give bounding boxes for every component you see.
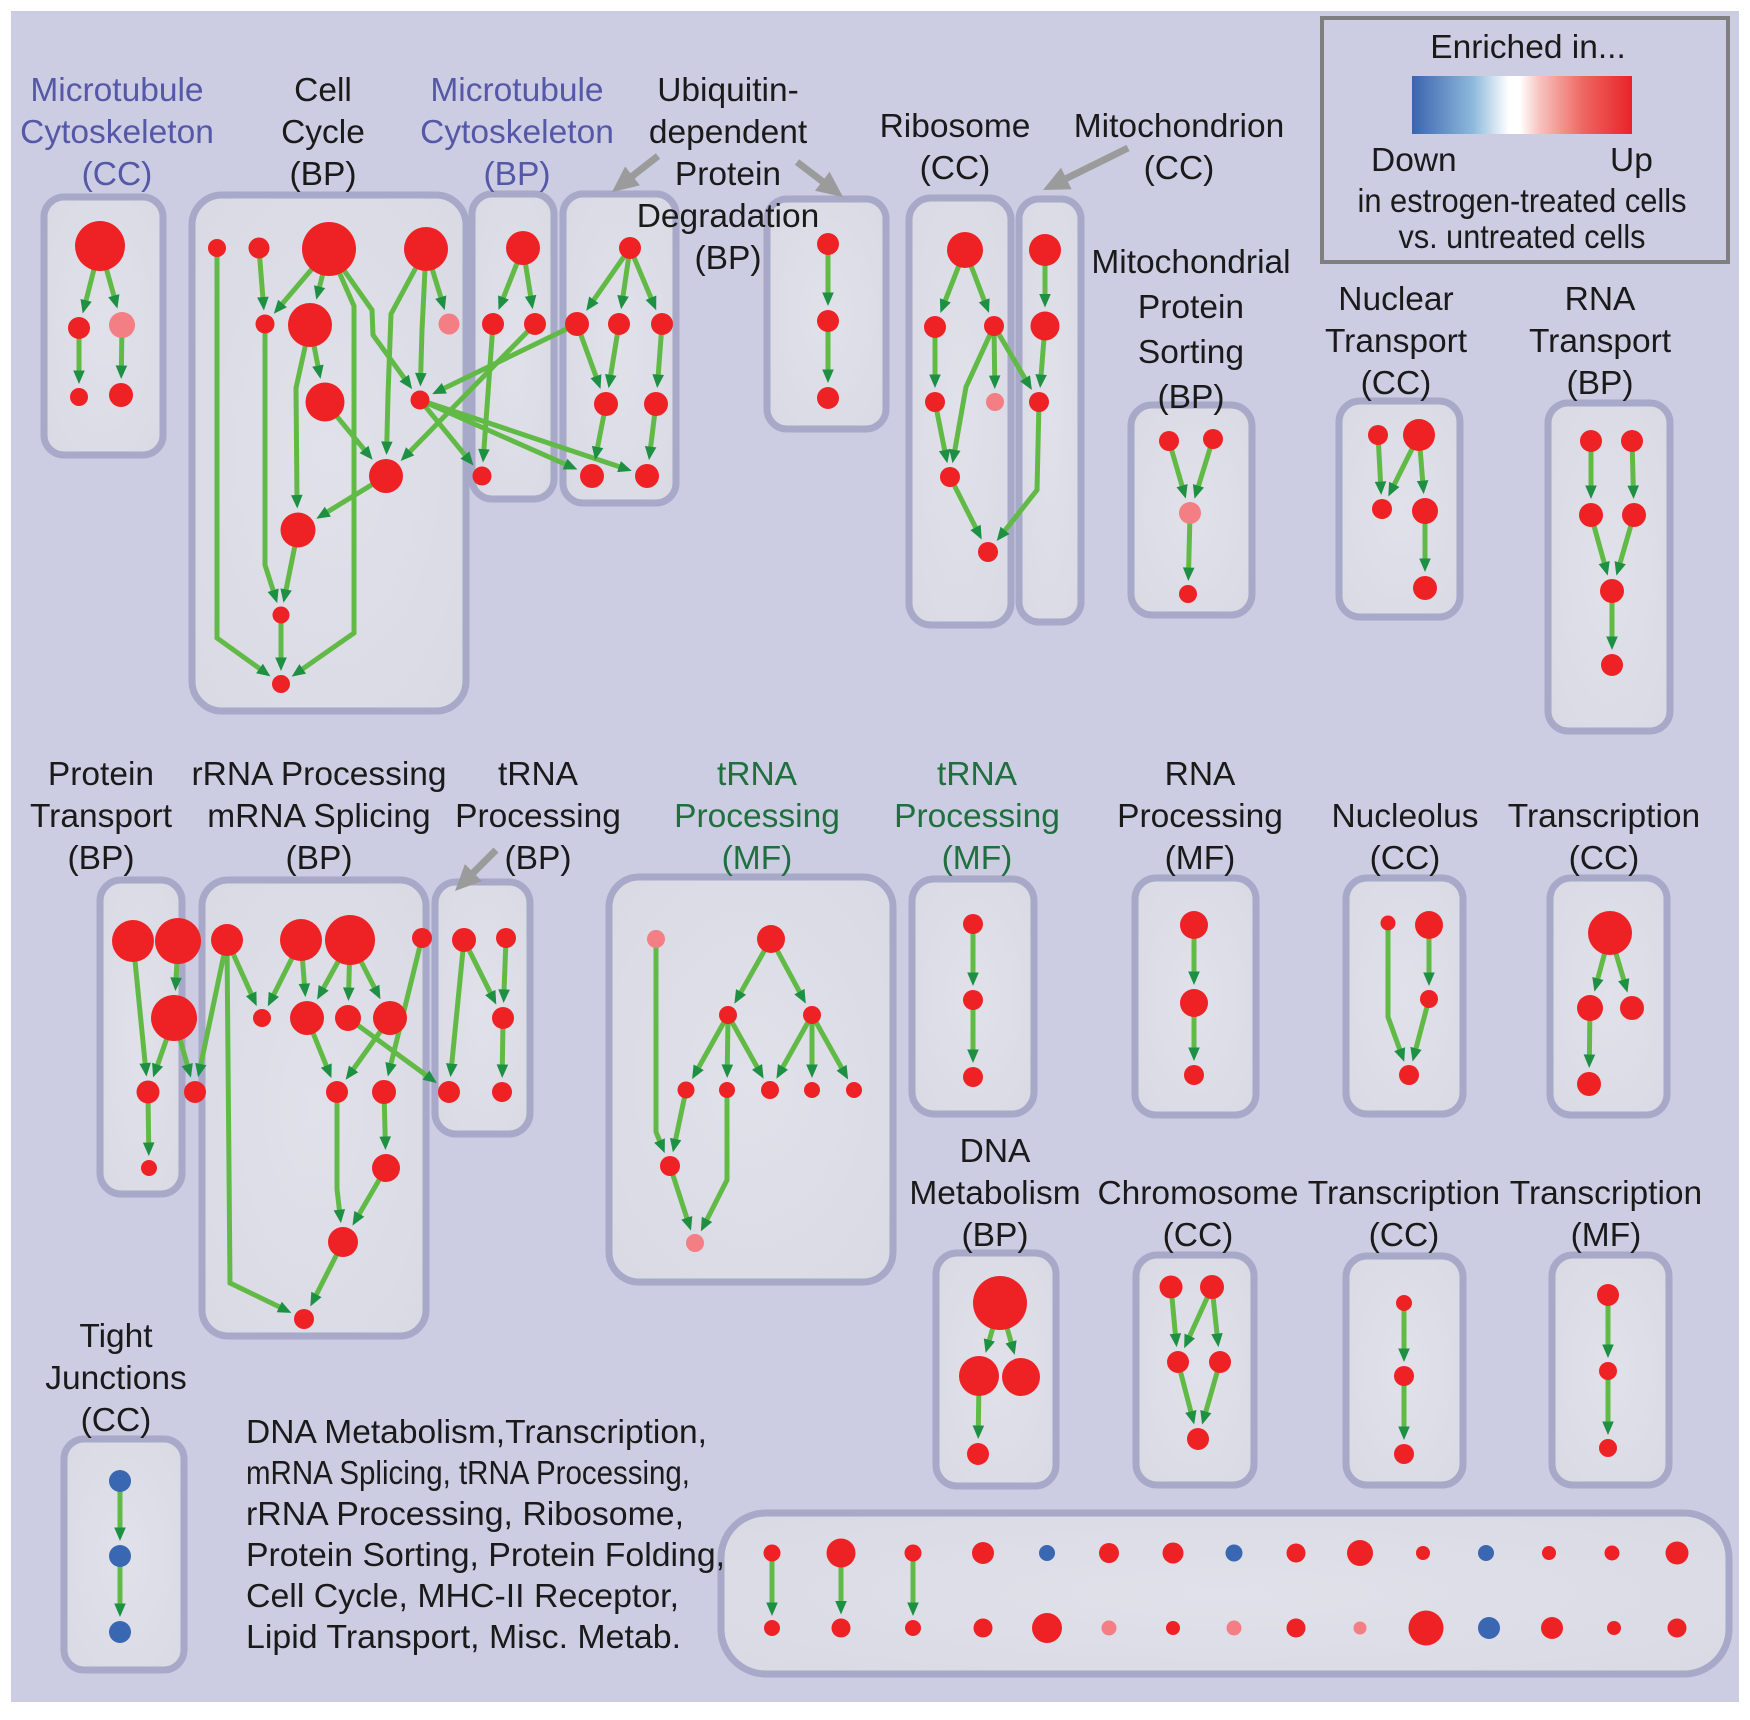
svg-text:tRNA: tRNA <box>498 756 579 793</box>
svg-text:RNA: RNA <box>1165 756 1236 793</box>
svg-text:Tight: Tight <box>79 1318 153 1355</box>
svg-text:Chromosome: Chromosome <box>1097 1175 1298 1212</box>
svg-text:Nucleolus: Nucleolus <box>1331 798 1478 835</box>
svg-text:Microtubule: Microtubule <box>30 72 203 109</box>
svg-text:mRNA Splicing: mRNA Splicing <box>207 798 430 835</box>
svg-text:(CC): (CC) <box>1361 365 1432 402</box>
svg-text:in estrogen-treated cells: in estrogen-treated cells <box>1358 183 1687 220</box>
svg-text:mRNA Splicing, tRNA Processing: mRNA Splicing, tRNA Processing, <box>246 1455 690 1492</box>
svg-text:Cytoskeleton: Cytoskeleton <box>20 114 214 151</box>
svg-text:DNA Metabolism,Transcription,: DNA Metabolism,Transcription, <box>246 1414 707 1451</box>
svg-text:Protein: Protein <box>48 756 154 793</box>
svg-text:(MF): (MF) <box>1165 840 1236 877</box>
svg-text:tRNA: tRNA <box>717 756 798 793</box>
svg-text:(BP): (BP) <box>695 240 762 277</box>
svg-text:Transport: Transport <box>1325 323 1468 360</box>
svg-text:Transcription: Transcription <box>1510 1175 1702 1212</box>
svg-text:(CC): (CC) <box>1369 1217 1440 1254</box>
svg-text:(MF): (MF) <box>942 840 1013 877</box>
svg-text:Ribosome: Ribosome <box>880 108 1031 145</box>
svg-text:Junctions: Junctions <box>45 1360 187 1397</box>
svg-text:(BP): (BP) <box>1567 365 1634 402</box>
svg-text:(CC): (CC) <box>82 156 153 193</box>
svg-text:(CC): (CC) <box>1370 840 1441 877</box>
svg-text:Processing: Processing <box>455 798 621 835</box>
svg-text:Down: Down <box>1371 142 1457 179</box>
svg-text:(CC): (CC) <box>920 150 991 187</box>
svg-text:tRNA: tRNA <box>937 756 1018 793</box>
svg-text:Nuclear: Nuclear <box>1338 281 1453 318</box>
svg-text:Enriched in...: Enriched in... <box>1430 29 1626 66</box>
svg-text:(CC): (CC) <box>1569 840 1640 877</box>
svg-text:Metabolism: Metabolism <box>909 1175 1080 1212</box>
svg-text:Transport: Transport <box>30 798 173 835</box>
svg-text:Cell: Cell <box>294 72 352 109</box>
svg-text:Processing: Processing <box>1117 798 1283 835</box>
svg-text:Microtubule: Microtubule <box>430 72 603 109</box>
svg-text:(BP): (BP) <box>505 840 572 877</box>
svg-text:Ubiquitin-: Ubiquitin- <box>657 72 799 109</box>
svg-text:Processing: Processing <box>894 798 1060 835</box>
svg-text:(BP): (BP) <box>962 1217 1029 1254</box>
svg-text:(CC): (CC) <box>1163 1217 1234 1254</box>
svg-text:(BP): (BP) <box>484 156 551 193</box>
svg-text:Degradation: Degradation <box>637 198 820 235</box>
svg-text:Transcription: Transcription <box>1508 798 1700 835</box>
svg-text:Lipid Transport, Misc. Metab.: Lipid Transport, Misc. Metab. <box>246 1619 681 1656</box>
svg-text:Protein: Protein <box>675 156 781 193</box>
svg-text:Transport: Transport <box>1529 323 1672 360</box>
svg-text:Cytoskeleton: Cytoskeleton <box>420 114 614 151</box>
svg-text:(MF): (MF) <box>1571 1217 1642 1254</box>
svg-text:(MF): (MF) <box>722 840 793 877</box>
svg-text:Mitochondrion: Mitochondrion <box>1074 108 1284 145</box>
svg-text:dependent: dependent <box>649 114 808 151</box>
svg-text:(BP): (BP) <box>1158 379 1225 416</box>
svg-text:(BP): (BP) <box>68 840 135 877</box>
svg-text:Cycle: Cycle <box>281 114 365 151</box>
svg-text:RNA: RNA <box>1565 281 1636 318</box>
svg-text:rRNA Processing: rRNA Processing <box>191 756 446 793</box>
svg-text:Transcription: Transcription <box>1308 1175 1500 1212</box>
svg-text:(CC): (CC) <box>81 1402 152 1439</box>
svg-text:rRNA Processing, Ribosome,: rRNA Processing, Ribosome, <box>246 1496 684 1533</box>
svg-text:Protein Sorting, Protein Foldi: Protein Sorting, Protein Folding, <box>246 1537 725 1574</box>
svg-text:Protein: Protein <box>1138 289 1244 326</box>
svg-text:(CC): (CC) <box>1144 150 1215 187</box>
svg-text:Sorting: Sorting <box>1138 334 1244 371</box>
svg-text:(BP): (BP) <box>286 840 353 877</box>
svg-text:(BP): (BP) <box>290 156 357 193</box>
svg-text:Processing: Processing <box>674 798 840 835</box>
svg-text:vs. untreated cells: vs. untreated cells <box>1399 219 1646 256</box>
svg-text:Up: Up <box>1610 142 1653 179</box>
svg-text:Cell Cycle, MHC-II Receptor,: Cell Cycle, MHC-II Receptor, <box>246 1578 679 1615</box>
svg-text:Mitochondrial: Mitochondrial <box>1091 244 1290 281</box>
svg-text:DNA: DNA <box>960 1133 1031 1170</box>
